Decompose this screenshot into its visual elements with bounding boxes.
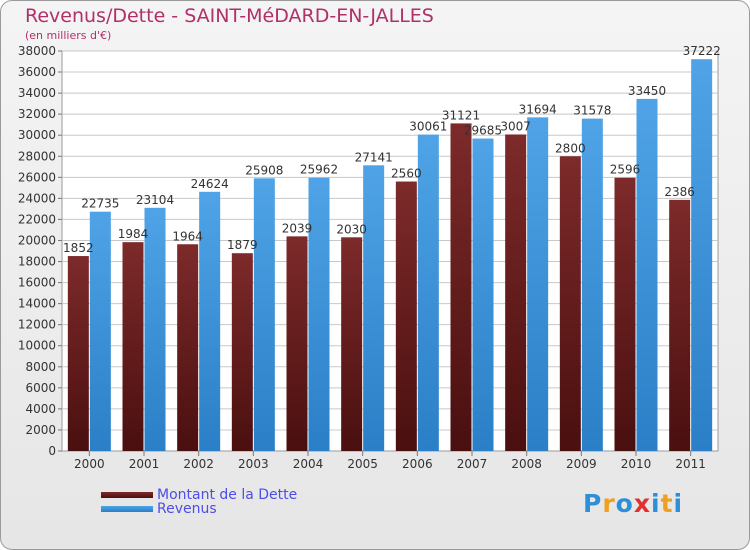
x-tick-label: 2004: [293, 457, 324, 471]
x-tick-label: 2003: [238, 457, 269, 471]
bar-revenue: [253, 178, 275, 451]
bar-revenue: [527, 117, 549, 452]
legend-swatch-revenue: [101, 506, 153, 512]
data-label-revenue: 30061: [409, 120, 447, 134]
data-label-debt: 1852: [63, 241, 94, 255]
y-tick-label: 28000: [18, 149, 56, 163]
x-tick-label: 2005: [347, 457, 378, 471]
data-label-debt: 3007: [500, 119, 531, 133]
bar-debt: [177, 244, 199, 451]
chart-title: Revenus/Dette - SAINT-MéDARD-EN-JALLES: [25, 5, 434, 27]
legend-item-revenue: Revenus: [101, 501, 217, 517]
chart-subtitle: (en milliers d'€): [25, 29, 112, 42]
data-label-debt: 2039: [282, 221, 313, 235]
bar-debt: [395, 181, 417, 452]
y-tick-label: 38000: [18, 44, 56, 58]
bar-revenue: [581, 118, 603, 451]
y-tick-label: 34000: [18, 86, 56, 100]
data-label-debt: 1964: [172, 229, 203, 243]
data-label-debt: 2560: [391, 167, 422, 181]
x-tick-label: 2001: [129, 457, 160, 471]
data-label-revenue: 23104: [136, 193, 174, 207]
bar-revenue: [636, 98, 658, 451]
logo-letter: P: [583, 489, 603, 518]
bar-debt: [341, 237, 363, 451]
x-tick-label: 2002: [183, 457, 214, 471]
y-tick-label: 32000: [18, 107, 56, 121]
data-label-revenue: 25908: [245, 163, 283, 177]
x-tick-label: 2010: [621, 457, 652, 471]
y-tick-label: 16000: [18, 276, 56, 290]
x-tick-label: 2009: [566, 457, 597, 471]
data-label-revenue: 24624: [191, 177, 229, 191]
data-label-revenue: 27141: [355, 150, 393, 164]
bar-revenue: [417, 134, 439, 451]
x-tick-label: 2000: [74, 457, 105, 471]
bar-debt: [505, 134, 527, 451]
bar-debt: [286, 236, 308, 451]
y-tick-label: 14000: [18, 297, 56, 311]
x-tick-label: 2011: [675, 457, 706, 471]
legend-label-revenue: Revenus: [157, 501, 217, 517]
data-label-debt: 2030: [336, 222, 367, 236]
y-tick-label: 6000: [25, 381, 56, 395]
data-label-debt: 1984: [118, 227, 149, 241]
bar-revenue: [691, 59, 713, 451]
y-tick-label: 20000: [18, 233, 56, 247]
x-tick-label: 2007: [457, 457, 488, 471]
y-tick-label: 36000: [18, 65, 56, 79]
data-label-debt: 31121: [442, 108, 480, 122]
y-tick-label: 0: [48, 444, 56, 458]
y-tick-label: 12000: [18, 318, 56, 332]
logo-letter: r: [602, 489, 616, 518]
legend-item-debt: Montant de la Dette: [101, 487, 298, 503]
x-tick-label: 2006: [402, 457, 433, 471]
y-tick-label: 24000: [18, 191, 56, 205]
plot-area: [61, 50, 719, 452]
bar-debt: [559, 156, 581, 451]
legend-swatch-debt: [101, 492, 153, 498]
y-tick-label: 30000: [18, 128, 56, 142]
data-label-revenue: 31578: [573, 104, 611, 118]
logo-letter: i: [651, 489, 661, 518]
x-tick-label: 2008: [511, 457, 542, 471]
bar-debt: [231, 253, 253, 451]
data-label-debt: 2800: [555, 141, 586, 155]
logo-letter: x: [633, 489, 651, 518]
logo-letter: t: [660, 489, 674, 518]
bar-revenue: [89, 211, 111, 451]
bar-revenue: [363, 165, 385, 451]
data-label-revenue: 37222: [683, 44, 721, 58]
data-label-revenue: 31694: [519, 102, 557, 116]
logo-letter: o: [615, 489, 634, 518]
legend-label-debt: Montant de la Dette: [157, 487, 298, 503]
data-label-debt: 2596: [610, 163, 641, 177]
bar-revenue: [308, 177, 330, 451]
data-label-revenue: 25962: [300, 163, 338, 177]
bar-revenue: [199, 191, 221, 452]
bar-debt: [67, 256, 89, 451]
data-label-revenue: 22735: [81, 197, 119, 211]
y-tick-label: 10000: [18, 339, 56, 353]
data-label-revenue: 29685: [464, 124, 502, 138]
proxiti-logo: Proxiti: [583, 489, 683, 518]
logo-letter: i: [673, 489, 684, 518]
data-label-revenue: 33450: [628, 84, 666, 98]
y-tick-label: 26000: [18, 170, 56, 184]
y-tick-label: 4000: [25, 402, 56, 416]
y-tick-label: 8000: [25, 360, 56, 374]
y-tick-label: 2000: [25, 423, 56, 437]
bar-debt: [669, 199, 691, 451]
data-label-debt: 1879: [227, 238, 258, 252]
bar-revenue: [144, 207, 166, 451]
bar-debt: [450, 123, 472, 452]
data-label-debt: 2386: [664, 185, 695, 199]
y-tick-label: 18000: [18, 255, 56, 269]
bar-debt: [122, 242, 144, 451]
bar-revenue: [472, 138, 494, 452]
y-tick-label: 22000: [18, 212, 56, 226]
bar-debt: [614, 177, 636, 451]
